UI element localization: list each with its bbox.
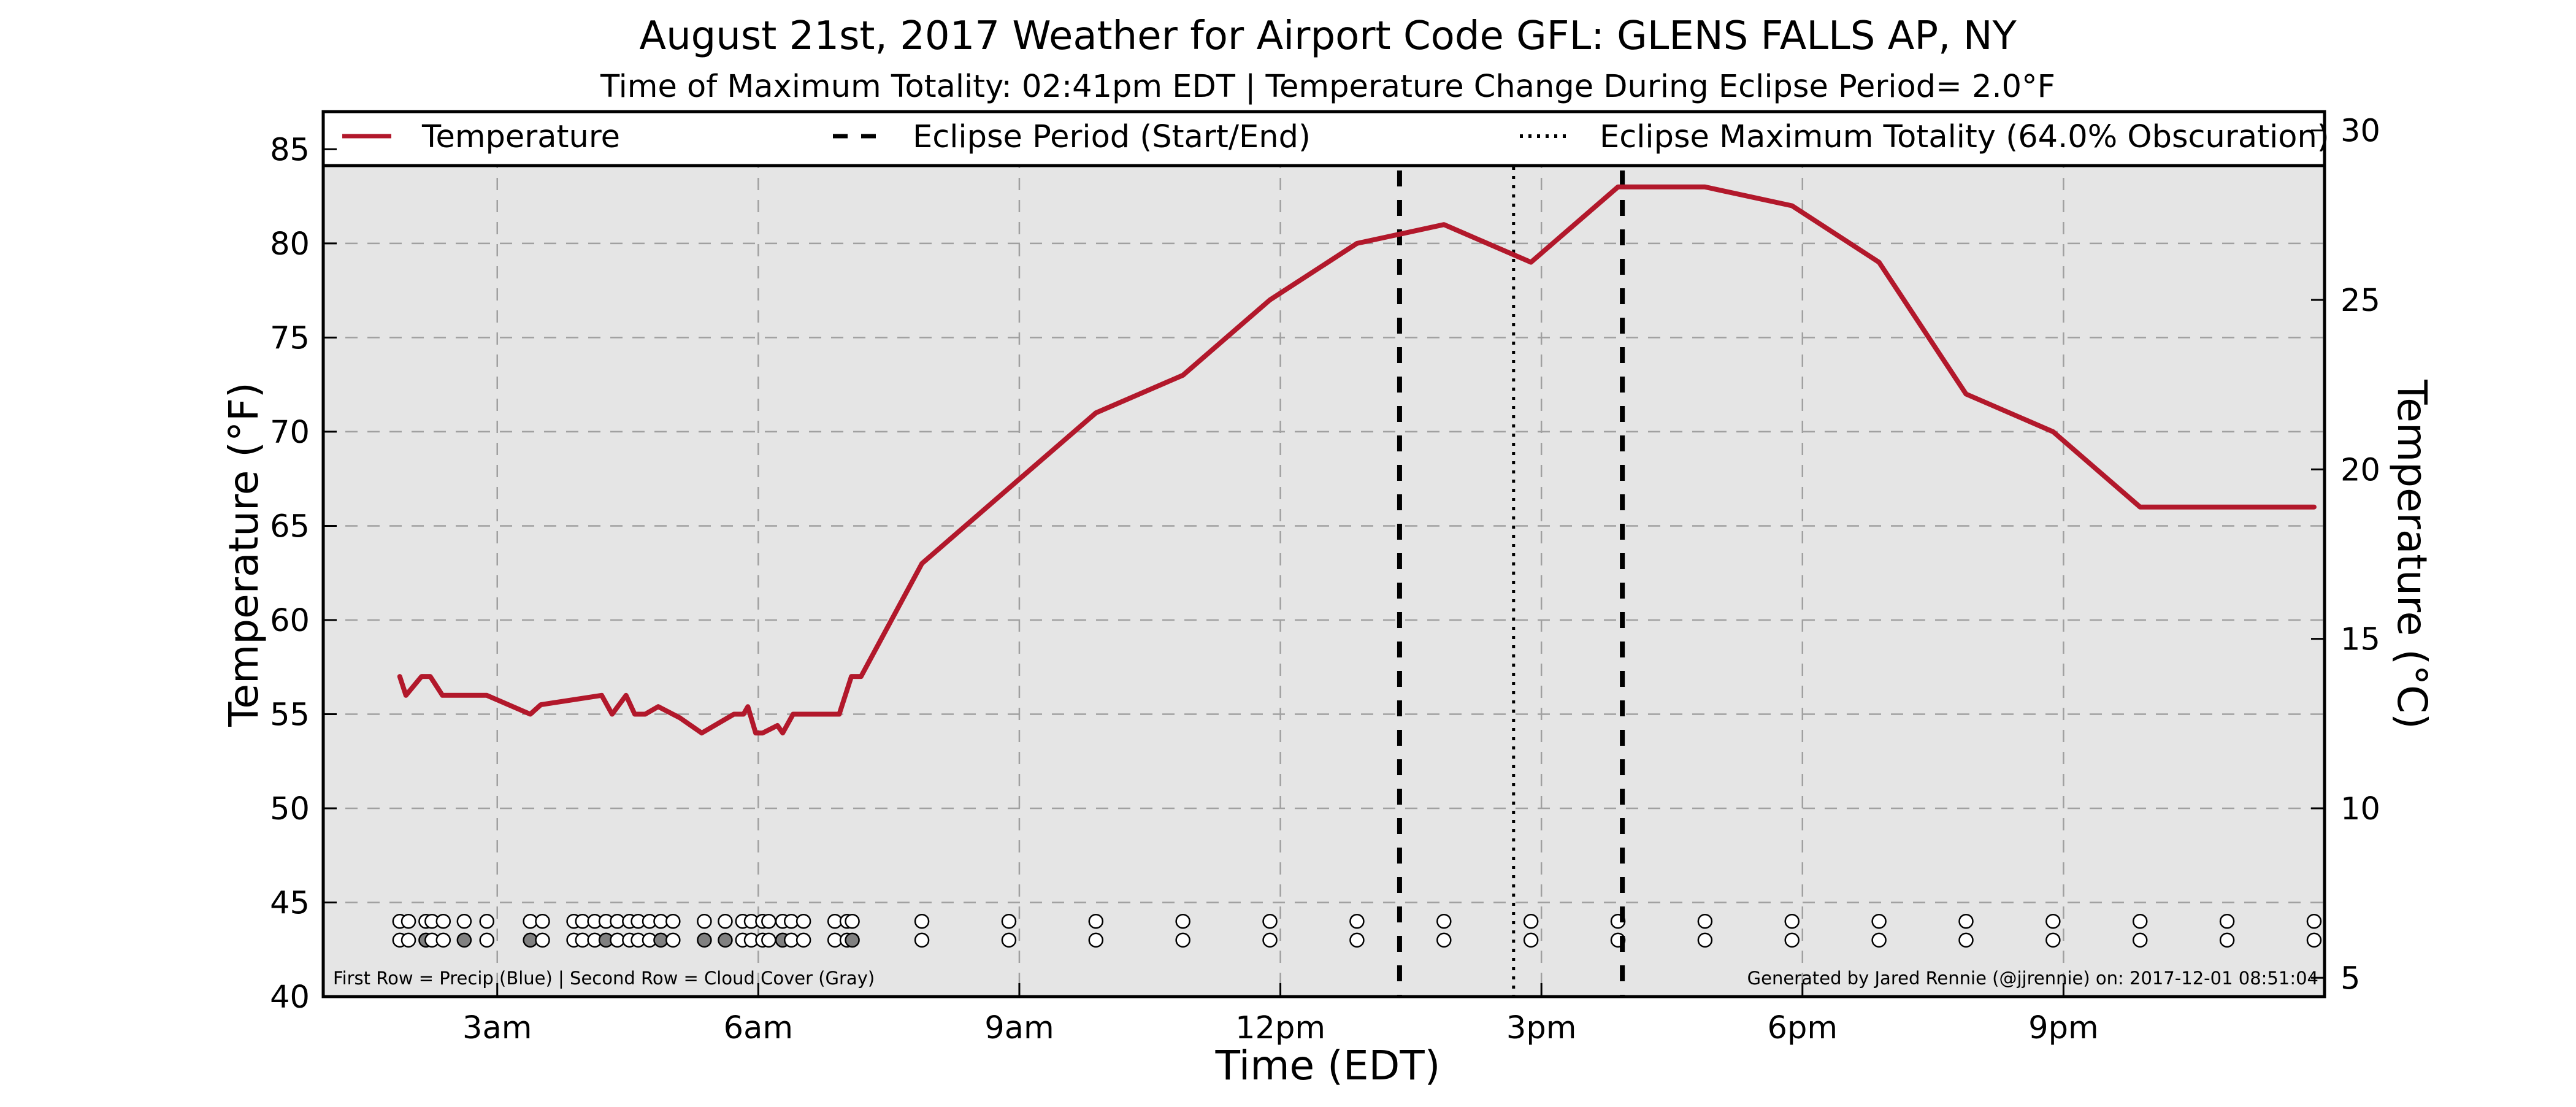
y-tick-label: 65	[270, 508, 310, 545]
cloud-cover-dot	[479, 932, 494, 948]
precip-dot	[1436, 913, 1452, 929]
indicator-dots	[392, 913, 2322, 948]
cloud-cover-dot	[914, 932, 930, 948]
y-tick-label: 45	[270, 885, 310, 921]
grid-lines	[323, 112, 2325, 997]
cloud-cover-dot	[1871, 932, 1887, 948]
precip-dot	[1958, 913, 1974, 929]
y-right-tick-label: 5	[2340, 960, 2360, 997]
legend: Temperature Eclipse Period (Start/End) E…	[321, 110, 2329, 167]
y-axis-label-right: Temperature (°C)	[2388, 379, 2436, 729]
cloud-cover-dot	[2306, 932, 2322, 948]
precip-dot	[697, 913, 712, 929]
legend-label-eclipse-period: Eclipse Period (Start/End)	[913, 119, 1311, 155]
precip-dot	[1001, 913, 1017, 929]
legend-label-temperature: Temperature	[421, 119, 620, 155]
y-tick-label: 85	[270, 132, 310, 168]
cloud-cover-dot	[2219, 932, 2235, 948]
cloud-cover-dot	[718, 932, 733, 948]
precip-dot	[1175, 913, 1190, 929]
precip-dot	[1262, 913, 1278, 929]
x-tick-label: 3am	[462, 1010, 532, 1046]
precip-dot	[2219, 913, 2235, 929]
precip-dot	[2306, 913, 2322, 929]
y-tick-label: 50	[270, 791, 310, 827]
y-tick-label: 55	[270, 697, 310, 733]
cloud-cover-dot	[1349, 932, 1365, 948]
y-right-tick-label: 20	[2340, 452, 2380, 488]
cloud-cover-dot	[2132, 932, 2148, 948]
x-tick-label: 12pm	[1235, 1010, 1325, 1046]
precip-dot	[435, 913, 451, 929]
x-tick-label: 3pm	[1506, 1010, 1577, 1046]
x-axis-label: Time (EDT)	[1215, 1042, 1441, 1089]
precip-dot	[761, 913, 776, 929]
x-tick-label: 9pm	[2028, 1010, 2099, 1046]
x-tick-label: 6pm	[1768, 1010, 1838, 1046]
y-tick-label: 40	[270, 979, 310, 1016]
cloud-cover-dot	[1001, 932, 1017, 948]
cloud-cover-dot	[535, 932, 550, 948]
precip-dot	[1871, 913, 1887, 929]
cloud-cover-dot	[1175, 932, 1190, 948]
precip-dot	[914, 913, 930, 929]
cloud-cover-dot	[1784, 932, 1800, 948]
cloud-cover-dot	[697, 932, 712, 948]
y-tick-label: 80	[270, 226, 310, 262]
precip-dot	[1349, 913, 1365, 929]
footnote-left: First Row = Precip (Blue) | Second Row =…	[333, 968, 875, 989]
y-axis-label: Temperature (°F)	[220, 382, 267, 727]
precip-dot	[1784, 913, 1800, 929]
cloud-cover-dot	[435, 932, 451, 948]
chart-subtitle: Time of Maximum Totality: 02:41pm EDT | …	[600, 69, 2055, 105]
precip-dot	[1088, 913, 1104, 929]
precip-dot	[456, 913, 472, 929]
y-tick-label: 60	[270, 603, 310, 639]
x-tick-label: 9am	[984, 1010, 1054, 1046]
cloud-cover-dot	[401, 932, 416, 948]
precip-dot	[845, 913, 860, 929]
precip-dot	[535, 913, 550, 929]
y-tick-label: 70	[270, 415, 310, 451]
precip-dot	[2045, 913, 2061, 929]
cloud-cover-dot	[1436, 932, 1452, 948]
cloud-cover-dot	[761, 932, 776, 948]
y-tick-label: 75	[270, 320, 310, 356]
cloud-cover-dot	[665, 932, 681, 948]
cloud-cover-dot	[1088, 932, 1104, 948]
plot-area	[321, 110, 2326, 998]
legend-label-max-totality: Eclipse Maximum Totality (64.0% Obscurat…	[1600, 119, 2329, 155]
series-line-temperature	[397, 184, 2317, 736]
cloud-cover-dot	[456, 932, 472, 948]
precip-dot	[718, 913, 733, 929]
y-right-tick-label: 15	[2340, 622, 2380, 658]
cloud-cover-dot	[2045, 932, 2061, 948]
series-layer	[397, 184, 2317, 736]
cloud-cover-dot	[1697, 932, 1713, 948]
cloud-cover-dot	[845, 932, 860, 948]
precip-dot	[665, 913, 681, 929]
cloud-cover-dot	[1523, 932, 1539, 948]
cloud-cover-dot	[795, 932, 811, 948]
footnote-right: Generated by Jared Rennie (@jjrennie) on…	[1747, 968, 2318, 989]
legend-box	[321, 110, 2326, 167]
precip-dot	[1523, 913, 1539, 929]
precip-dot	[401, 913, 416, 929]
eclipse-markers	[1397, 112, 1625, 997]
y-right-tick-label: 30	[2340, 113, 2380, 150]
precip-dot	[2132, 913, 2148, 929]
precip-dot	[479, 913, 494, 929]
y-right-tick-label: 10	[2340, 791, 2380, 827]
axes-ticks: 40 45 50 55 60 65 70 75 80 85 5 10 15 20 25 30 3am 6am 9am…	[270, 113, 2380, 1046]
precip-dot	[1697, 913, 1713, 929]
chart-title: August 21st, 2017 Weather for Airport Co…	[639, 13, 2017, 59]
cloud-cover-dot	[1262, 932, 1278, 948]
y-right-tick-label: 25	[2340, 283, 2380, 319]
precip-dot	[795, 913, 811, 929]
x-tick-label: 6am	[724, 1010, 793, 1046]
cloud-cover-dot	[1958, 932, 1974, 948]
